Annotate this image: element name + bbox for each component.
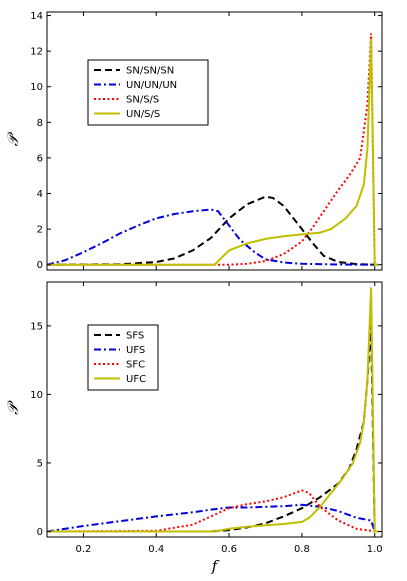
legend-entry: SN/S/S (126, 95, 159, 106)
y-tick-label: 5 (37, 458, 43, 469)
y-tick-label: 10 (30, 390, 43, 401)
y-tick-label: 4 (37, 189, 43, 200)
legend-entry: SN/SN/SN (126, 66, 174, 77)
x-tick-label: 0.4 (148, 544, 164, 555)
y-tick-label: 0 (37, 527, 43, 538)
y-tick-label: 0 (37, 260, 43, 271)
legend: SN/SN/SN UN/UN/UN SN/S/S UN/S/S (87, 59, 209, 126)
series-line-ufc (47, 287, 379, 533)
y-tick-label: 14 (30, 11, 43, 22)
plot-frame (46, 11, 383, 271)
series-line-un-s-s (47, 38, 379, 266)
x-tick-label: 0.8 (294, 544, 310, 555)
x-tick-label: 0.6 (221, 544, 237, 555)
legend-entry: SFC (126, 360, 145, 371)
series-line-ufs (47, 503, 379, 533)
y-tick-label: 12 (30, 47, 43, 58)
y-axis-label: 𝒫 (4, 131, 22, 146)
legend: SFS UFS SFC UFC (87, 324, 159, 391)
chart-panel-1: 0 2 4 6 8 10 12 14 𝒫 SN/SN/SN UN/UN/UN SN/S/S UN/S/S (4, 11, 383, 271)
y-tick-label: 2 (37, 225, 43, 236)
x-tick-label: 1.0 (367, 544, 383, 555)
chart-panel-2: 0 5 10 15 0.2 0.4 0.6 0.8 1.0 𝒫f SFS UFS SFC UFC (4, 281, 383, 575)
series-line-sn-sn-sn (47, 195, 375, 266)
legend-entry: SFS (126, 331, 144, 342)
y-tick-label: 8 (37, 118, 43, 129)
legend-entry: UFS (126, 345, 145, 356)
legend-entry: UFC (126, 374, 146, 385)
legend-entry: UN/S/S (126, 109, 160, 120)
plot-frame (46, 281, 383, 538)
x-axis-label: f (211, 557, 220, 575)
y-axis-label: 𝒫 (4, 400, 22, 415)
x-tick-label: 0.2 (75, 544, 91, 555)
legend-entry: UN/UN/UN (126, 80, 177, 91)
y-tick-label: 10 (30, 82, 43, 93)
y-tick-label: 15 (30, 321, 43, 332)
y-tick-label: 6 (37, 153, 43, 164)
